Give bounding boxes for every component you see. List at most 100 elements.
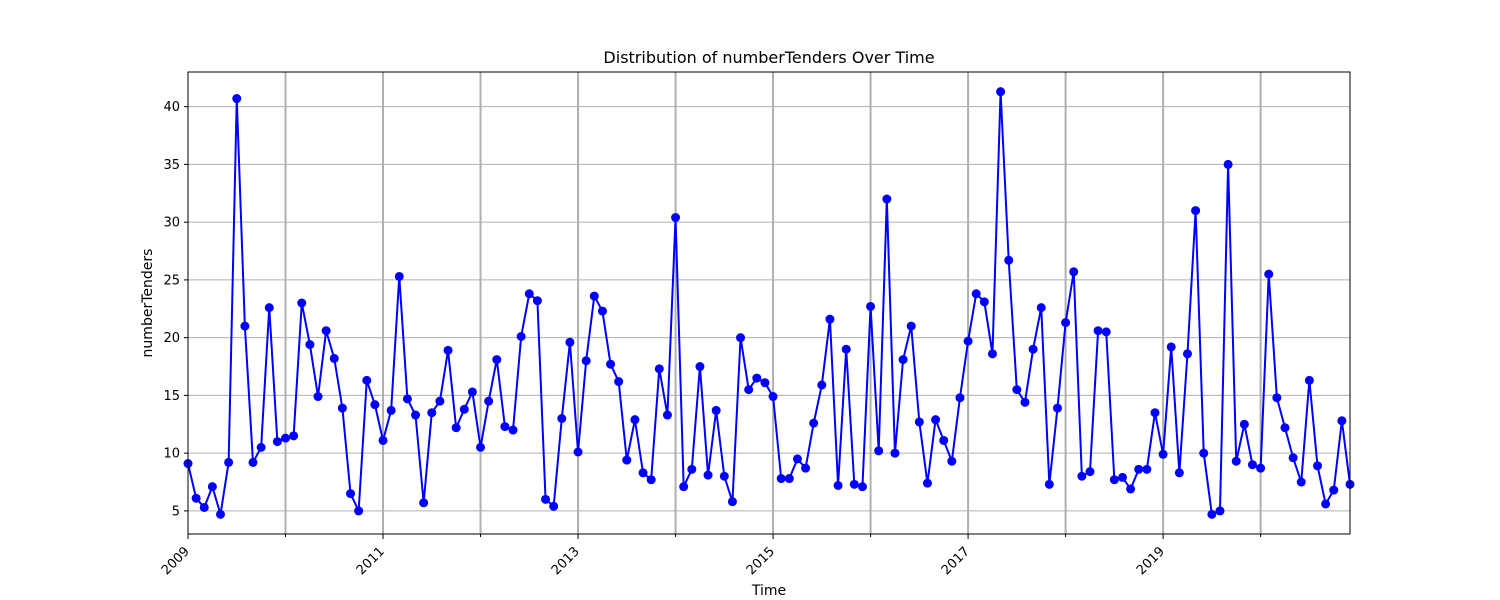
series-line	[187, 90, 1351, 516]
data-point	[191, 493, 201, 503]
data-point	[419, 498, 429, 508]
data-point	[996, 87, 1006, 97]
data-point	[1077, 471, 1087, 481]
data-point	[939, 435, 949, 445]
data-point	[248, 457, 258, 467]
data-point	[532, 296, 542, 306]
data-point	[662, 410, 672, 420]
data-point	[955, 393, 965, 403]
y-tick-label: 15	[163, 389, 180, 404]
data-point	[1296, 477, 1306, 487]
series-layer	[183, 87, 1355, 519]
data-point	[370, 400, 380, 410]
data-point	[508, 425, 518, 435]
data-point	[524, 289, 534, 299]
data-point	[500, 422, 510, 432]
data-point	[476, 442, 486, 452]
data-point	[825, 314, 835, 324]
data-point	[557, 414, 567, 423]
data-point	[1101, 327, 1111, 337]
data-point	[1012, 385, 1022, 395]
data-point	[467, 387, 477, 397]
data-point	[922, 478, 932, 488]
data-point	[630, 415, 640, 425]
data-point	[622, 455, 632, 465]
data-point	[216, 509, 225, 519]
data-point	[1093, 326, 1103, 336]
data-point	[1052, 403, 1062, 413]
data-point	[1182, 349, 1192, 359]
data-point	[1191, 206, 1201, 216]
data-point	[207, 482, 217, 492]
data-point	[849, 479, 859, 489]
data-point	[427, 408, 437, 418]
data-point	[589, 291, 599, 301]
data-point	[1085, 467, 1095, 477]
data-point	[727, 497, 737, 507]
x-axis-label: Time	[751, 583, 786, 599]
data-point	[671, 213, 681, 223]
data-point	[443, 345, 453, 355]
data-point	[874, 446, 884, 456]
data-point	[1247, 460, 1257, 470]
data-point	[1207, 509, 1217, 519]
data-point	[679, 482, 689, 492]
data-point	[1044, 479, 1054, 489]
data-point	[264, 303, 274, 313]
data-point	[1020, 397, 1030, 407]
data-point	[289, 431, 299, 441]
y-tick-label: 10	[163, 447, 180, 462]
data-point	[914, 417, 924, 427]
data-point	[581, 356, 591, 366]
data-point	[1166, 342, 1176, 352]
data-point	[1288, 453, 1298, 463]
data-point	[451, 423, 461, 433]
data-point	[1321, 499, 1331, 509]
data-point	[459, 404, 469, 414]
data-point	[801, 463, 811, 473]
data-point	[1264, 269, 1274, 279]
data-point	[256, 442, 266, 452]
data-point	[1272, 393, 1282, 403]
data-point	[890, 448, 900, 458]
data-point	[646, 475, 656, 485]
data-point	[1134, 464, 1144, 474]
data-point	[240, 321, 250, 331]
data-point	[1215, 506, 1225, 516]
data-point	[1036, 303, 1046, 313]
data-point	[305, 340, 315, 350]
data-point	[719, 471, 729, 481]
data-point	[687, 464, 697, 474]
data-point	[321, 326, 331, 336]
data-point	[573, 447, 583, 457]
data-point	[272, 437, 282, 447]
data-point	[492, 355, 502, 365]
data-point	[606, 359, 616, 369]
data-point	[695, 362, 705, 372]
data-point	[1158, 449, 1168, 459]
data-point	[931, 415, 941, 425]
data-point	[792, 454, 802, 464]
data-point	[1329, 485, 1339, 495]
data-point	[1199, 448, 1209, 458]
data-point	[1337, 416, 1347, 426]
data-point	[857, 482, 867, 492]
data-point	[768, 392, 778, 402]
y-tick-label: 20	[163, 331, 180, 346]
data-point	[711, 405, 721, 415]
data-point	[541, 494, 551, 504]
data-point	[346, 489, 356, 499]
data-point	[435, 396, 445, 406]
y-tick-label: 40	[163, 100, 180, 115]
chart-title: Distribution of numberTenders Over Time	[603, 48, 934, 67]
data-point	[1280, 423, 1290, 433]
data-point	[313, 392, 323, 402]
data-point	[784, 474, 794, 484]
data-point	[1069, 267, 1079, 277]
data-point	[882, 194, 892, 204]
data-point	[703, 470, 713, 480]
data-point	[614, 377, 624, 387]
